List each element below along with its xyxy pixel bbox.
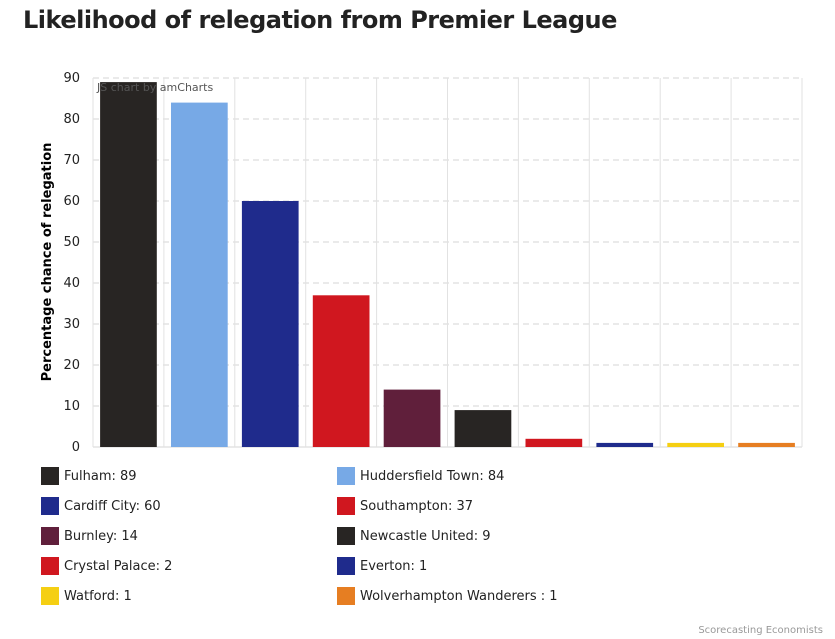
legend-swatch [337,467,355,485]
bar-huddersfield-town[interactable] [171,102,228,447]
legend-swatch [41,467,59,485]
chart-grid [92,77,803,448]
legend-label: Burnley: 14 [64,528,138,544]
legend-item[interactable]: Wolverhampton Wanderers : 1 [337,586,637,606]
legend-label: Wolverhampton Wanderers : 1 [360,588,558,604]
legend-swatch [41,497,59,515]
legend-label: Everton: 1 [360,558,428,574]
y-tick-label: 50 [63,235,80,250]
legend-item[interactable]: Fulham: 89 [41,466,337,486]
bar-southampton[interactable] [312,295,370,447]
bar-chart: 0 10 20 30 40 50 60 70 80 90 Percentage chance of… [40,71,803,455]
legend-label: Crystal Palace: 2 [64,558,173,574]
legend-swatch [337,527,355,545]
bar-everton[interactable] [596,442,654,447]
legend-swatch [337,587,355,605]
legend-item[interactable]: Huddersfield Town: 84 [337,466,637,486]
legend-label: Fulham: 89 [64,468,137,484]
bar-burnley[interactable] [383,389,441,447]
legend-label: Huddersfield Town: 84 [360,468,505,484]
y-axis-label: Percentage chance of relegation [40,143,55,382]
legend-swatch [41,557,59,575]
y-tick-label: 70 [63,153,80,168]
legend-label: Southampton: 37 [360,498,474,514]
legend-item[interactable]: Crystal Palace: 2 [41,556,337,576]
y-axis-ticks: 0 10 20 30 40 50 60 70 80 90 [63,71,80,455]
legend-item[interactable]: Cardiff City: 60 [41,496,337,516]
legend-swatch [337,497,355,515]
bar-cardiff-city[interactable] [241,201,299,447]
legend-swatch [41,587,59,605]
legend-item[interactable]: Newcastle United: 9 [337,526,637,546]
bar-crystal-palace[interactable] [525,438,583,447]
y-tick-label: 90 [63,71,80,86]
legend-item[interactable]: Watford: 1 [41,586,337,606]
legend-label: Newcastle United: 9 [360,528,491,544]
legend-label: Cardiff City: 60 [64,498,161,514]
bar-watford[interactable] [667,442,724,447]
legend-item[interactable]: Everton: 1 [337,556,637,576]
chart-legend: Fulham: 89 Huddersfield Town: 84 Cardiff C… [41,466,641,606]
chart-bars [100,82,795,447]
bar-fulham[interactable] [100,82,157,447]
y-tick-label: 10 [63,399,80,414]
source-credit: Scorecasting Economists [698,625,823,636]
y-tick-label: 80 [63,112,80,127]
y-tick-label: 20 [63,358,80,373]
y-tick-label: 60 [63,194,80,209]
legend-item[interactable]: Southampton: 37 [337,496,637,516]
y-tick-label: 0 [72,440,80,455]
bar-newcastle-united[interactable] [454,410,512,447]
legend-item[interactable]: Burnley: 14 [41,526,337,546]
legend-label: Watford: 1 [64,588,132,604]
y-tick-label: 40 [63,276,80,291]
legend-swatch [337,557,355,575]
bar-wolverhampton-wanderers[interactable] [738,442,795,447]
amcharts-credit-link[interactable]: JS chart by amCharts [97,81,214,94]
legend-swatch [41,527,59,545]
y-tick-label: 30 [63,317,80,332]
chart-title: Likelihood of relegation from Premier Le… [23,6,617,34]
